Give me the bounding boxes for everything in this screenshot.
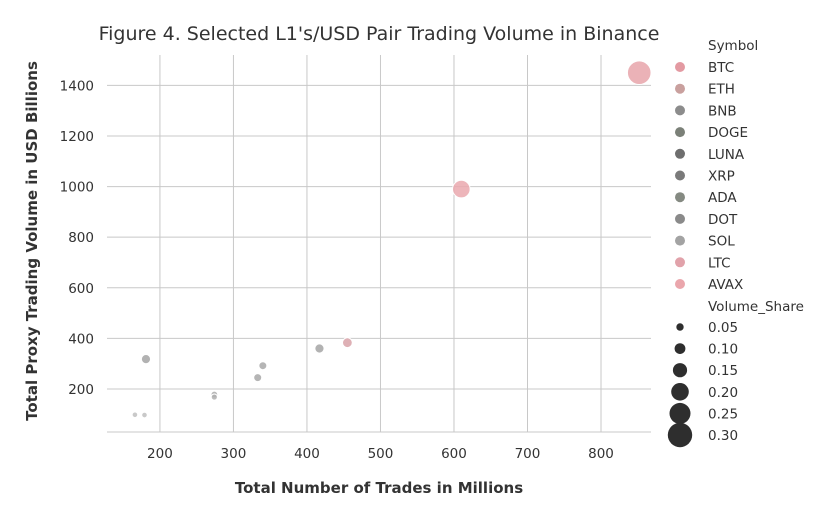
legend-marker-ltc [675, 257, 685, 268]
data-point-bnb [341, 337, 353, 349]
legend-size-marker [667, 422, 693, 448]
legend-size-label: 0.20 [708, 385, 738, 401]
legend-size-label: 0.05 [708, 320, 738, 336]
legend-label-xrp: XRP [708, 169, 735, 185]
y-tick-label: 1200 [60, 129, 94, 145]
legend-label-bnb: BNB [708, 103, 737, 119]
legend-size-marker [671, 383, 689, 401]
y-axis-ticks: 200 400 600 800 1000 1200 1400 [60, 78, 94, 398]
y-tick-label: 400 [68, 331, 94, 347]
x-axis-ticks: 200 300 400 500 600 700 800 [147, 446, 614, 462]
data-point-ada [253, 373, 263, 383]
x-tick-label: 300 [221, 446, 247, 462]
data-point-avax [141, 411, 148, 419]
legend-marker-avax [675, 279, 685, 289]
legend-label-luna: LUNA [708, 147, 745, 163]
grid-layer [107, 55, 651, 433]
legend-label-avax: AVAX [708, 277, 743, 293]
legend-size-marker [669, 402, 691, 424]
x-tick-label: 800 [588, 446, 614, 462]
y-tick-label: 1000 [60, 180, 94, 196]
data-point-ltc [131, 411, 139, 419]
legend-marker-dot [675, 213, 685, 224]
y-axis-label: Total Proxy Trading Volume in USD Billio… [23, 61, 41, 421]
data-point-eth [452, 179, 471, 199]
data-point-sol [210, 393, 218, 401]
data-point-btc [626, 60, 652, 86]
y-tick-label: 200 [68, 382, 94, 398]
y-tick-label: 800 [68, 230, 94, 246]
y-tick-label: 600 [68, 281, 94, 297]
legend-label-dot: DOT [708, 212, 738, 228]
data-point-xrp [258, 361, 268, 371]
legend-label-sol: SOL [708, 234, 735, 250]
legend-size-marker [674, 343, 686, 354]
legend-label-ltc: LTC [708, 255, 731, 271]
legend-size-label: 0.10 [708, 342, 738, 358]
legend-marker-sol [675, 235, 685, 246]
legend-label-eth: ETH [708, 82, 735, 98]
legend-size-entries: 0.05 0.10 0.15 0.20 0.25 0.30 [667, 320, 738, 448]
legend-label-btc: BTC [708, 60, 734, 76]
legend-marker-bnb [675, 105, 685, 116]
x-tick-label: 500 [368, 446, 394, 462]
legend-symbol-entries: BTC ETH BNB DOGE LUNA XRP ADA DOT SOL LTC AVAX [675, 60, 748, 293]
legend-marker-doge [675, 127, 685, 138]
x-tick-label: 200 [147, 446, 173, 462]
data-point-luna [140, 354, 152, 365]
legend-size-title: Volume_Share [708, 299, 804, 315]
legend-size-marker [672, 363, 688, 378]
x-tick-label: 600 [441, 446, 467, 462]
legend: Symbol BTC ETH BNB DOGE LUNA XRP ADA DOT SOL LTC A… [667, 38, 804, 448]
legend-marker-btc [675, 62, 685, 72]
legend-marker-ada [675, 192, 685, 203]
legend-size-label: 0.15 [708, 363, 738, 379]
chart-title: Figure 4. Selected L1's/USD Pair Trading… [99, 23, 660, 45]
legend-marker-xrp [675, 170, 685, 181]
legend-label-ada: ADA [708, 190, 737, 206]
legend-marker-luna [675, 148, 685, 159]
y-tick-label: 1400 [60, 78, 94, 94]
x-axis-label: Total Number of Trades in Millions [235, 479, 523, 497]
legend-size-marker [676, 323, 684, 331]
x-tick-label: 700 [515, 446, 541, 462]
data-point-doge [314, 343, 325, 354]
legend-size-label: 0.30 [708, 428, 738, 444]
data-points [131, 60, 652, 419]
legend-marker-eth [675, 83, 685, 94]
x-tick-label: 400 [294, 446, 320, 462]
legend-size-label: 0.25 [708, 406, 738, 422]
legend-label-doge: DOGE [708, 125, 748, 141]
legend-hue-title: Symbol [708, 38, 758, 54]
